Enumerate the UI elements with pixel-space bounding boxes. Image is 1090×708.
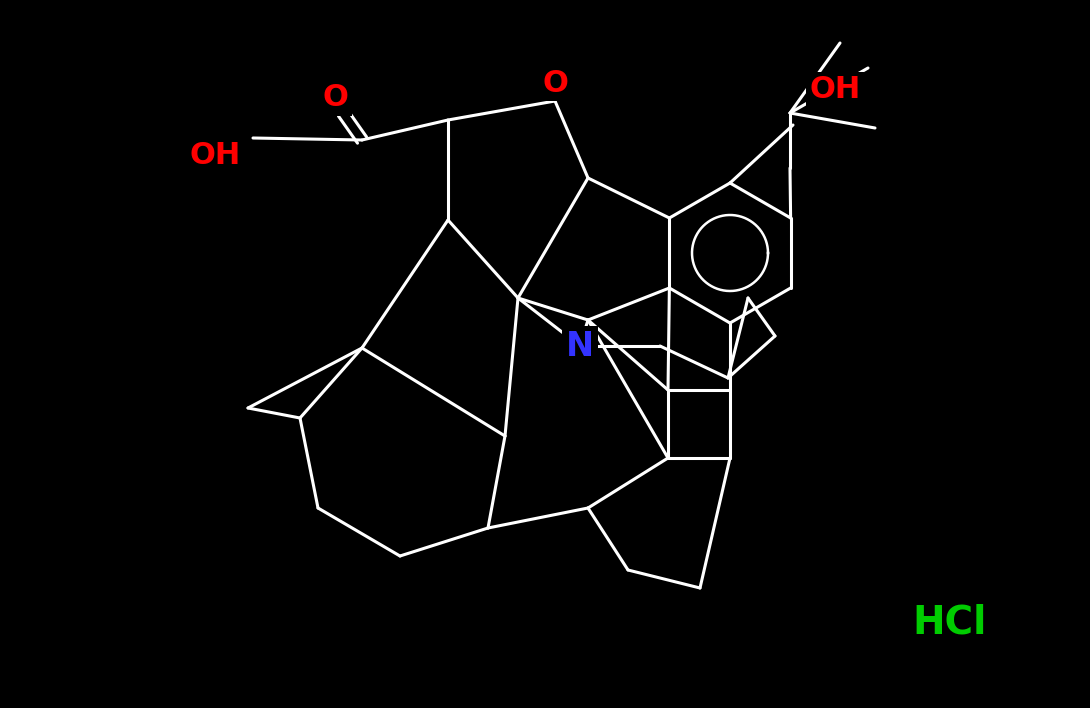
Text: HCl: HCl xyxy=(912,604,988,642)
Text: N: N xyxy=(566,329,594,362)
Text: O: O xyxy=(322,84,348,113)
Text: O: O xyxy=(542,69,568,98)
Text: OH: OH xyxy=(810,76,861,105)
Text: OH: OH xyxy=(810,76,861,105)
Text: OH: OH xyxy=(190,142,241,171)
Text: O: O xyxy=(542,69,568,98)
Text: O: O xyxy=(322,84,348,113)
Text: OH: OH xyxy=(190,142,241,171)
Text: N: N xyxy=(566,329,594,362)
Text: HCl: HCl xyxy=(912,604,988,642)
